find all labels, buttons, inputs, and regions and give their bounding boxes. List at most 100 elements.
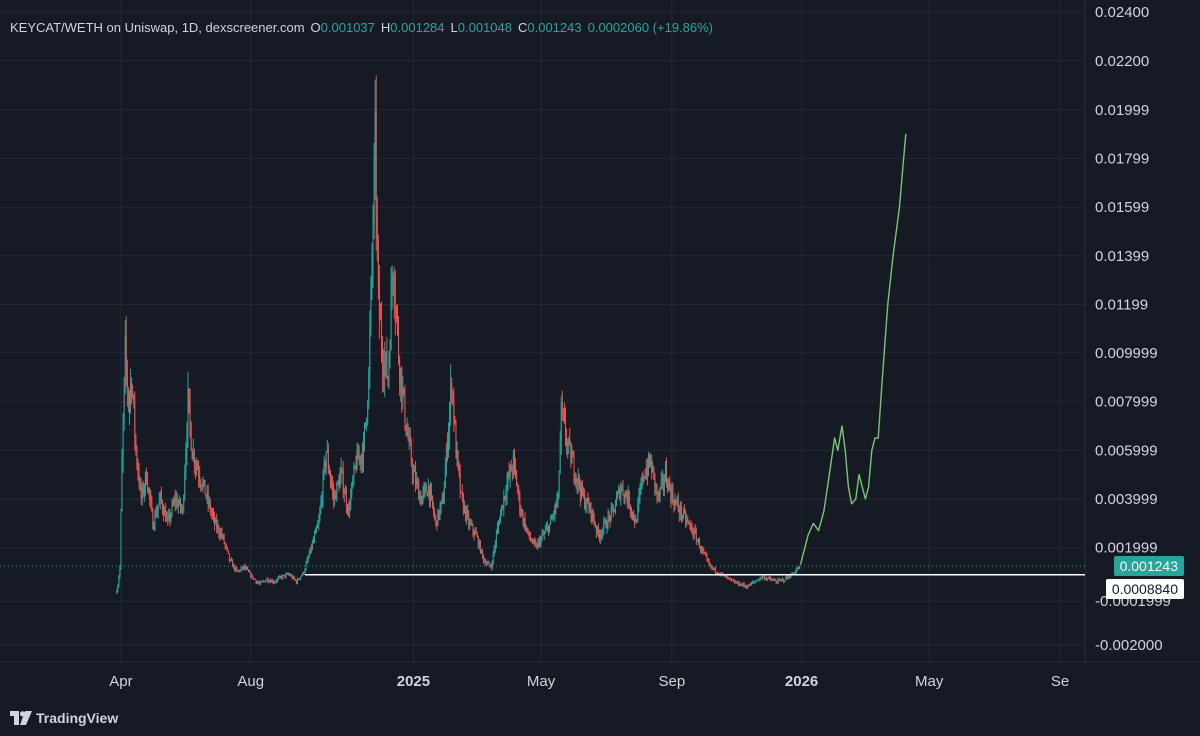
candle-body	[668, 481, 670, 491]
candle-body	[630, 510, 632, 514]
candle-body	[257, 582, 259, 584]
candle-body	[678, 509, 680, 514]
candle-body	[747, 584, 749, 588]
candle-body	[592, 510, 594, 519]
chart-plot-area[interactable]: 0.02400 0.02200 0.01999 0.01799 0.01599 0.013…	[0, 0, 1200, 690]
candle-body	[271, 580, 273, 583]
candle-body	[750, 583, 752, 586]
candle-body	[724, 574, 726, 578]
candle-body	[538, 539, 540, 543]
candle-body	[396, 311, 398, 325]
candle-body	[520, 509, 522, 515]
candle-body	[176, 498, 178, 507]
candle-body	[403, 388, 405, 392]
candle-body	[208, 501, 210, 504]
candle-body	[272, 580, 274, 583]
candle-body	[479, 541, 481, 553]
candle-body	[451, 383, 453, 393]
candle-body	[460, 491, 462, 493]
candle-body	[585, 506, 587, 508]
candle-body	[544, 530, 546, 533]
candle-body	[651, 459, 653, 473]
candle-body	[705, 554, 707, 556]
y-tick-label: -0.002000	[1095, 637, 1163, 654]
candle-body	[328, 468, 330, 475]
candle-body	[770, 578, 772, 580]
candle-body	[591, 510, 593, 518]
candle-body	[317, 524, 319, 528]
legend-change: 0.0002060 (+19.86%)	[587, 20, 714, 35]
candle-body	[136, 449, 138, 465]
candle-body	[325, 451, 327, 468]
candle-body	[388, 357, 390, 381]
candle-body	[671, 490, 673, 500]
candle-body	[635, 519, 637, 524]
candle-body	[446, 445, 448, 453]
candle-body	[766, 578, 768, 580]
candle-body	[171, 503, 173, 515]
candle-body	[561, 402, 563, 411]
candle-body	[600, 534, 602, 538]
candle-body	[614, 505, 616, 512]
candle-body	[301, 575, 303, 577]
candle-body	[472, 524, 474, 532]
candle-body	[727, 577, 729, 579]
candle-body	[220, 532, 222, 537]
candle-body	[573, 456, 575, 478]
candle-body	[644, 476, 646, 478]
legend-high-value: 0.001284	[390, 20, 445, 35]
candle-body	[666, 468, 668, 484]
candle-body	[332, 484, 334, 490]
candle-body	[287, 573, 289, 575]
candle-body	[245, 568, 247, 570]
candle-body	[513, 454, 515, 464]
candle-body	[281, 576, 283, 579]
tradingview-attribution[interactable]: TradingView	[10, 710, 118, 726]
candle-body	[726, 576, 728, 578]
legend-close-label: C	[517, 20, 528, 35]
candle-body	[341, 468, 343, 472]
candle-body	[290, 575, 292, 577]
candle-body	[720, 572, 722, 575]
candle-body	[186, 435, 188, 452]
candle-body	[569, 439, 571, 444]
candle-body	[458, 462, 460, 473]
candle-body	[595, 526, 597, 532]
candle-body	[311, 542, 313, 550]
candle-body	[238, 570, 240, 572]
candle-body	[410, 443, 412, 464]
candle-body	[795, 570, 797, 573]
candle-body	[487, 562, 489, 564]
candle-body	[124, 336, 126, 380]
candle-body	[683, 510, 685, 517]
candle-body	[385, 352, 387, 361]
candle-body	[721, 572, 723, 574]
candle-body	[424, 486, 426, 488]
candle-body	[510, 465, 512, 472]
candle-body	[351, 483, 353, 496]
candle-body	[321, 499, 323, 501]
candle-body	[431, 489, 433, 496]
candle-body	[216, 519, 218, 529]
candle-body	[302, 572, 304, 576]
candle-body	[243, 565, 245, 569]
candle-body	[402, 388, 404, 399]
candle-body	[444, 468, 446, 489]
candle-body	[462, 497, 464, 512]
candle-body	[695, 532, 697, 542]
candle-body	[452, 392, 454, 395]
candle-body	[505, 494, 507, 497]
candle-body	[130, 383, 132, 396]
candle-body	[626, 496, 628, 503]
candle-body	[253, 578, 255, 580]
candle-body	[143, 487, 145, 494]
candle-body	[139, 482, 141, 485]
candle-body	[484, 561, 486, 563]
candle-body	[647, 455, 649, 475]
candle-body	[433, 505, 435, 514]
candle-body	[256, 582, 258, 584]
candle-body	[273, 582, 275, 584]
candle-body	[355, 466, 357, 470]
candle-body	[439, 506, 441, 517]
